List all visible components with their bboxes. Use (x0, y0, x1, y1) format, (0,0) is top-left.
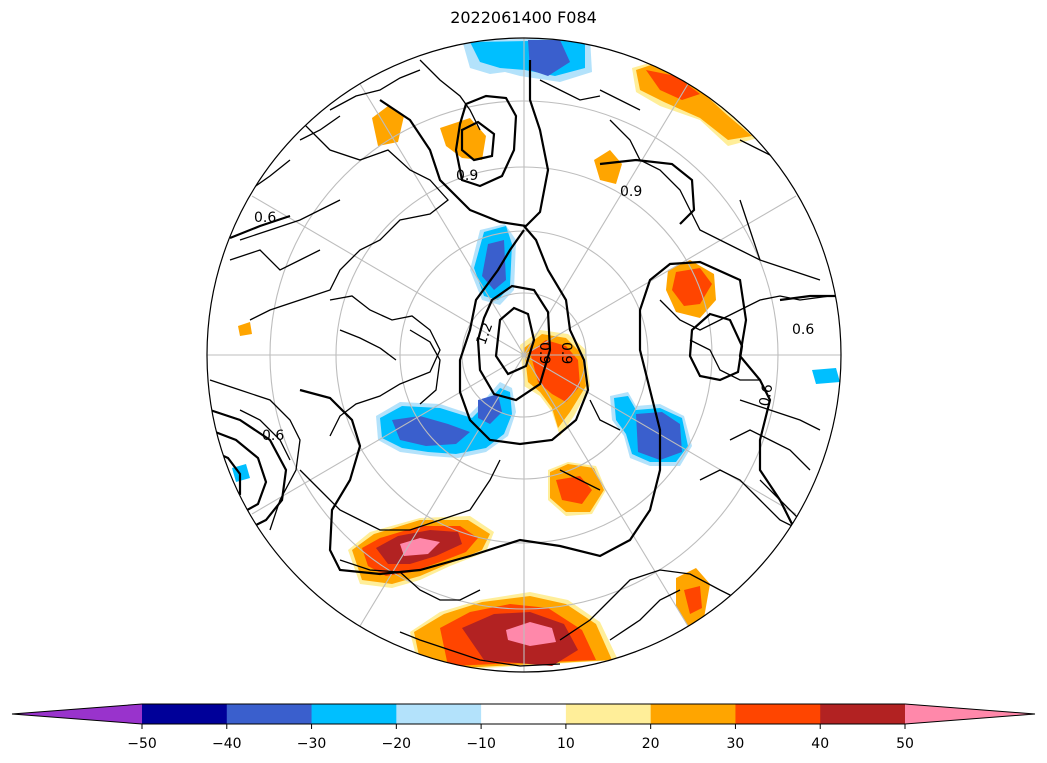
colorbar-tick-label: 30 (727, 736, 745, 752)
polar-map: 0.9 1.2 0.9 0.9 0.9 0.6 0.6 0.6 0.6 (206, 37, 842, 673)
colorbar-bin (396, 704, 482, 724)
contour-label: 0.9 (456, 168, 478, 184)
contour-label: 0.6 (792, 322, 814, 338)
colorbar-bin (481, 704, 567, 724)
colorbar-tick-label: 50 (896, 736, 914, 752)
colorbar-bin (820, 704, 906, 724)
colorbar-bin (735, 704, 821, 724)
contour-label: 0.6 (262, 428, 284, 444)
map-title: 2022061400 F084 (450, 8, 597, 27)
colorbar-tick-label: −30 (297, 736, 327, 752)
colorbar-tick-label: 40 (811, 736, 829, 752)
map-boundary (206, 37, 842, 673)
colorbar-tick-label: 20 (642, 736, 660, 752)
contour-label: 1.2 (474, 321, 497, 347)
colorbar-bin (142, 704, 228, 724)
contour-label: 0.9 (558, 342, 574, 364)
colorbar-tick-label: −40 (212, 736, 242, 752)
contour-labels: 0.9 1.2 0.9 0.9 0.9 0.6 0.6 0.6 0.6 (254, 168, 814, 444)
contour-label: 0.6 (254, 210, 276, 226)
colorbar-bin (650, 704, 736, 724)
colorbar-extend-max (905, 704, 1035, 724)
colorbar-tick-label: −10 (466, 736, 496, 752)
contour-label: 0.9 (620, 184, 642, 200)
contour-label: 0.9 (536, 342, 552, 364)
colorbar-extend-min (12, 704, 142, 724)
colorbar-bin (311, 704, 397, 724)
colorbar-tick-label: −20 (382, 736, 412, 752)
colorbar-bin (226, 704, 313, 724)
anomaly-fields (232, 38, 840, 672)
colorbar-tick-label: 10 (557, 736, 575, 752)
colorbar-tick-label: −50 (127, 736, 157, 752)
contour-label: 0.6 (757, 383, 777, 408)
colorbar-outline (11, 703, 1036, 725)
colorbar-bin (565, 704, 652, 724)
